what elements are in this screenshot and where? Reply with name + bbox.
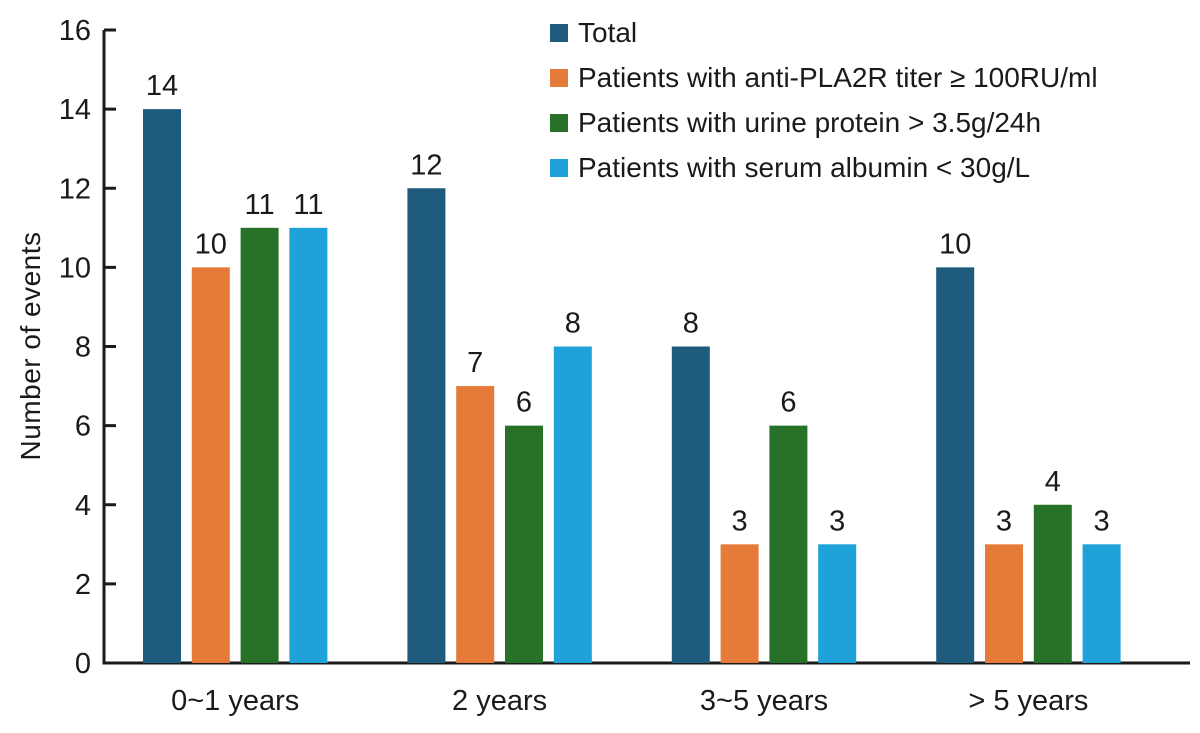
bar	[143, 109, 181, 663]
legend-swatch-icon	[550, 23, 568, 42]
legend-swatch-icon	[550, 158, 568, 177]
legend: Total Patients with anti-PLA2R titer ≥ 10…	[550, 10, 1098, 190]
bar	[289, 227, 328, 663]
bar	[1033, 504, 1072, 663]
y-tick-label: 2	[75, 569, 91, 601]
legend-label: Total	[578, 16, 638, 48]
x-category-label: > 5 years	[968, 685, 1088, 717]
bar	[769, 425, 808, 663]
bar-value-label: 14	[146, 70, 178, 102]
bar-value-label: 7	[467, 347, 483, 379]
bar	[671, 346, 710, 663]
bar-value-label: 3	[996, 505, 1012, 537]
bar	[407, 188, 446, 663]
legend-label: Patients with urine protein > 3.5g/24h	[578, 106, 1042, 138]
bar	[1082, 544, 1121, 663]
legend-item: Total	[550, 10, 1098, 55]
bar	[720, 544, 759, 663]
y-tick-label: 8	[75, 332, 91, 364]
bar-value-label: 12	[410, 149, 442, 181]
bar-value-label: 6	[780, 387, 796, 419]
legend-label: Patients with serum albumin < 30g/L	[578, 151, 1031, 183]
legend-swatch-icon	[550, 113, 568, 132]
bar	[936, 267, 975, 663]
legend-label: Patients with anti-PLA2R titer ≥ 100RU/m…	[578, 61, 1098, 93]
bar	[505, 425, 543, 663]
legend-item: Patients with urine protein > 3.5g/24h	[550, 100, 1098, 145]
x-category-label: 2 years	[452, 685, 547, 717]
y-tick-label: 4	[75, 490, 91, 522]
bar	[985, 544, 1023, 663]
y-tick-label: 0	[75, 648, 91, 680]
bar-value-label: 11	[293, 189, 323, 221]
bar-value-label: 8	[565, 308, 581, 340]
x-category-label: 0~1 years	[171, 685, 299, 717]
legend-swatch-icon	[550, 68, 568, 87]
bar	[818, 544, 857, 663]
bar-value-label: 6	[516, 387, 532, 419]
y-tick-label: 14	[59, 94, 91, 126]
bar	[191, 267, 230, 663]
bar-value-label: 10	[195, 228, 227, 260]
x-category-label: 3~5 years	[700, 685, 828, 717]
y-tick-label: 6	[75, 411, 91, 443]
bar	[240, 227, 279, 663]
legend-item: Patients with anti-PLA2R titer ≥ 100RU/m…	[550, 55, 1098, 100]
legend-item: Patients with serum albumin < 30g/L	[550, 145, 1098, 190]
bar-value-label: 10	[939, 228, 971, 260]
bar-value-label: 3	[829, 505, 845, 537]
y-tick-label: 10	[59, 252, 91, 284]
bar-value-label: 8	[683, 308, 699, 340]
bar-value-label: 3	[732, 505, 748, 537]
y-tick-label: 12	[59, 173, 91, 205]
bar-value-label: 3	[1094, 505, 1110, 537]
bar	[456, 386, 495, 663]
y-tick-label: 16	[59, 15, 91, 47]
bar-value-label: 11	[245, 189, 275, 221]
bar-value-label: 4	[1045, 466, 1061, 498]
bar	[553, 346, 592, 663]
